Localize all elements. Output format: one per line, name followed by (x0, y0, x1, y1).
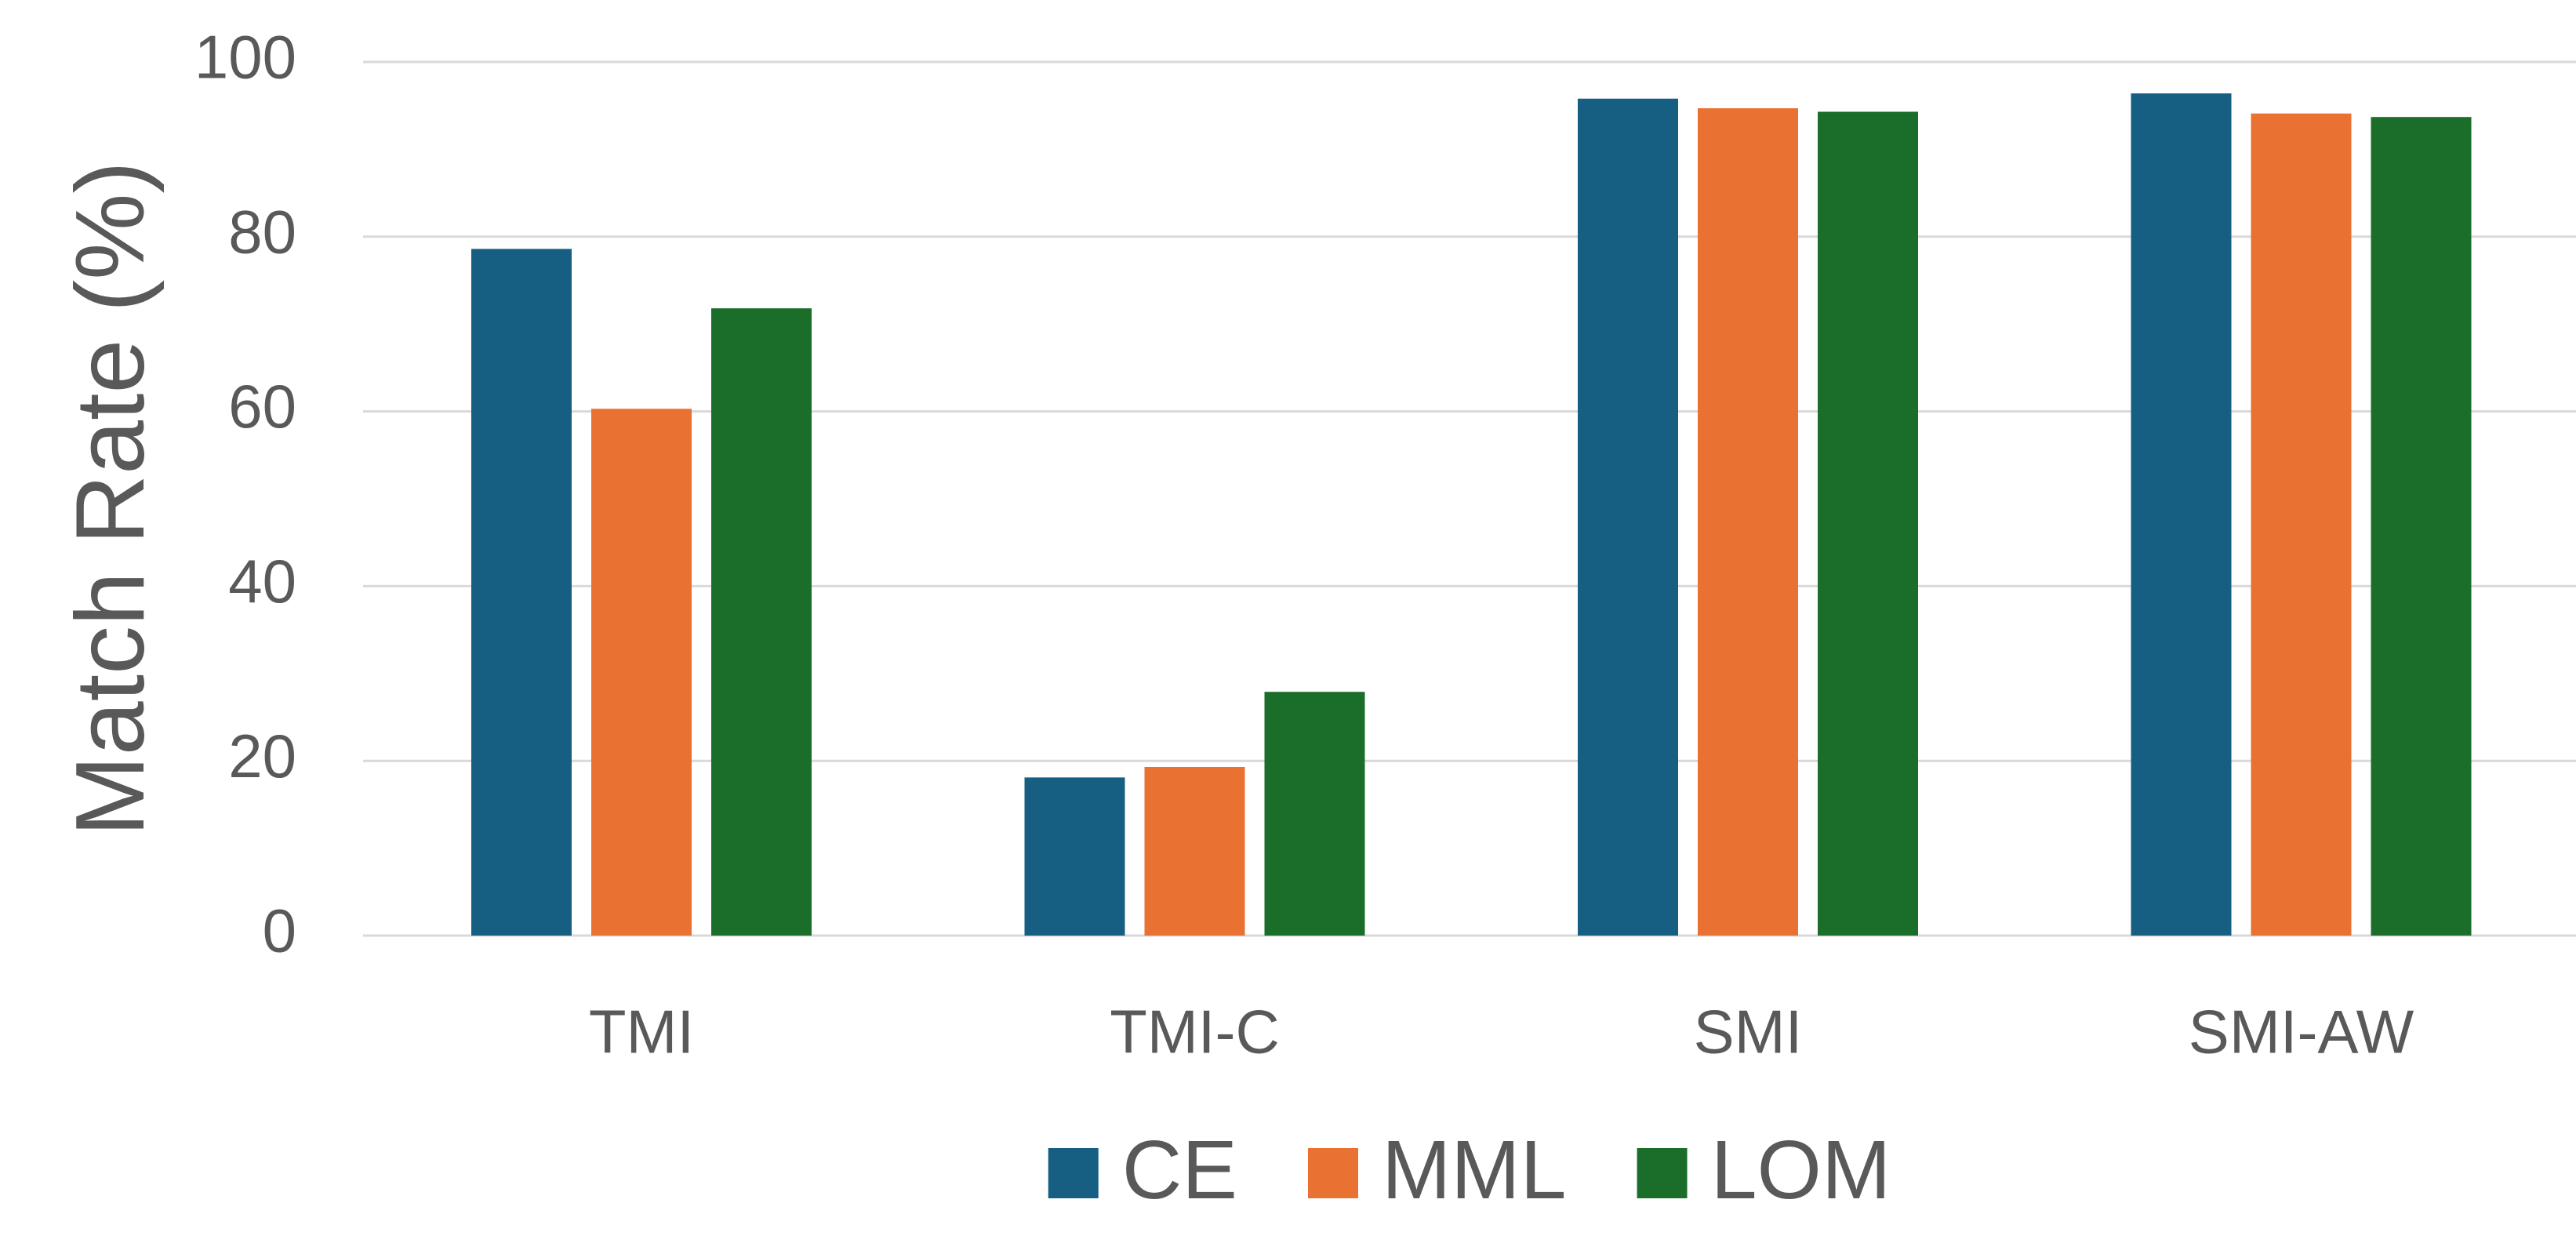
legend-swatch (1637, 1148, 1688, 1198)
bar (2371, 117, 2472, 936)
bar (1578, 98, 1678, 936)
legend-label: MML (1382, 1124, 1567, 1216)
y-tick-label: 60 (228, 372, 296, 441)
bar (1264, 692, 1365, 936)
legend-swatch (1048, 1148, 1099, 1198)
x-tick-label: SMI-AW (2189, 998, 2414, 1067)
x-tick-label: TMI-C (1110, 998, 1280, 1067)
y-tick-label: 100 (194, 23, 296, 92)
bar (1144, 766, 1245, 936)
y-tick-label: 20 (228, 721, 296, 791)
y-axis-title: Match Rate (%) (56, 161, 165, 836)
y-tick-label: 80 (228, 197, 296, 266)
y-tick-label: 0 (263, 896, 296, 965)
bar (1024, 777, 1125, 936)
legend-swatch (1308, 1148, 1358, 1198)
bar (1698, 108, 1798, 936)
x-tick-label: TMI (589, 998, 694, 1067)
bar (591, 409, 692, 936)
legend-label: CE (1122, 1124, 1237, 1216)
bar (1818, 111, 1918, 936)
y-tick-label: 40 (228, 547, 296, 616)
bar (2251, 113, 2352, 936)
bar (2131, 93, 2232, 936)
bar (711, 308, 812, 936)
x-tick-label: SMI (1694, 998, 1803, 1067)
bar (471, 249, 572, 936)
legend-label: LOM (1711, 1124, 1891, 1216)
